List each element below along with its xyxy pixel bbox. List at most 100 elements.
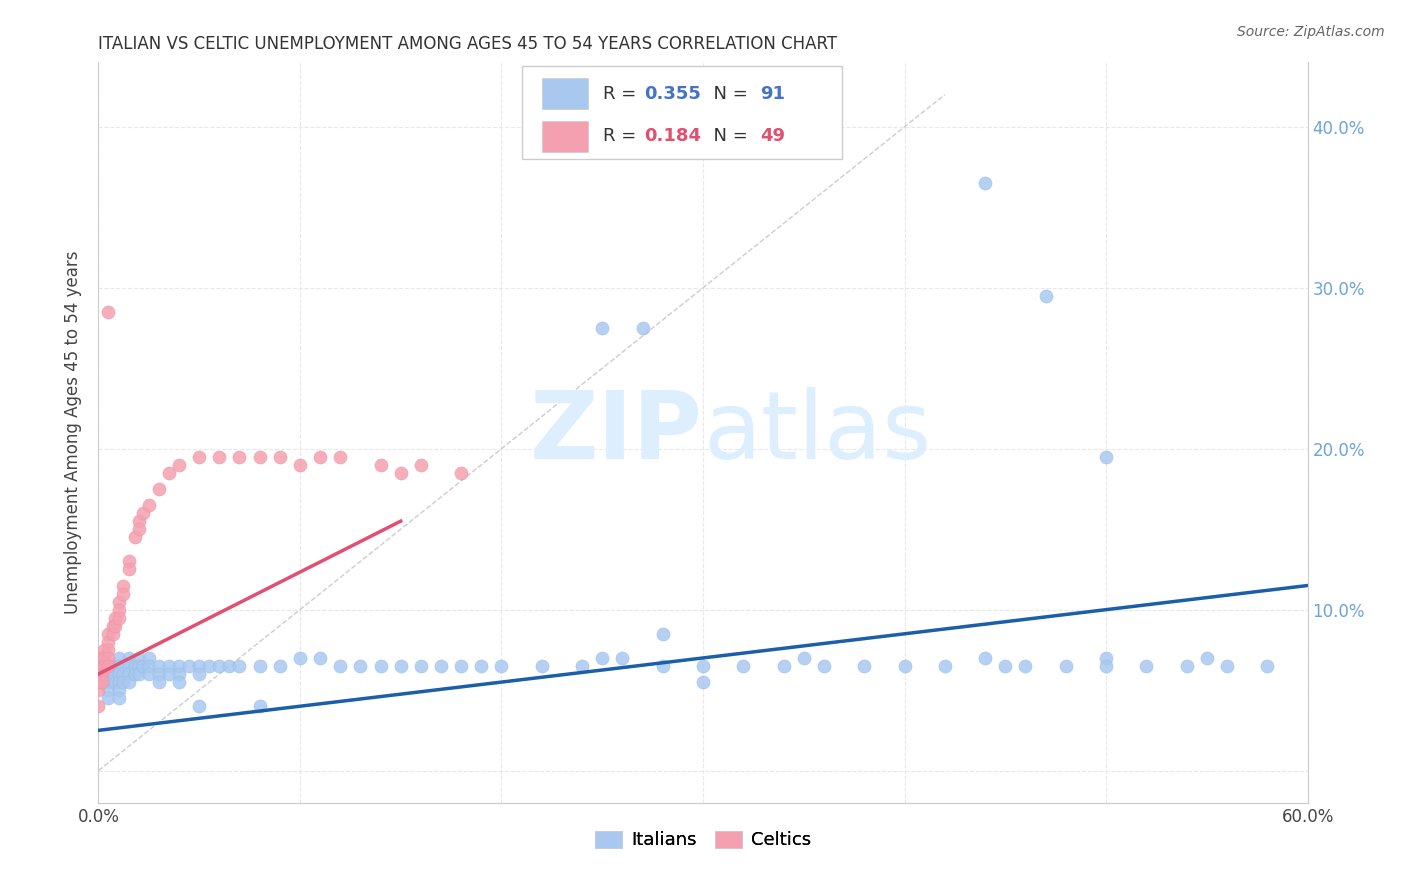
Text: 49: 49 xyxy=(759,128,785,145)
Point xyxy=(107,659,129,673)
Point xyxy=(97,651,120,665)
Point xyxy=(1216,659,1239,673)
Point xyxy=(132,659,155,673)
Point xyxy=(692,675,714,690)
Point xyxy=(97,635,120,649)
Point xyxy=(591,321,613,335)
Point xyxy=(188,450,211,464)
Point xyxy=(107,683,129,698)
Point xyxy=(612,651,634,665)
Point xyxy=(1175,659,1198,673)
Point xyxy=(1095,659,1118,673)
Point xyxy=(101,627,124,641)
Point xyxy=(138,667,160,681)
Point xyxy=(591,651,613,665)
Point xyxy=(148,482,170,496)
Text: 0.355: 0.355 xyxy=(644,85,700,103)
Point xyxy=(450,659,472,673)
Point xyxy=(148,659,170,673)
Point xyxy=(107,602,129,616)
Point xyxy=(128,651,150,665)
Point xyxy=(91,675,114,690)
Point xyxy=(103,610,125,624)
Point xyxy=(208,450,231,464)
Point xyxy=(87,675,110,690)
Point xyxy=(91,667,114,681)
Point xyxy=(269,659,291,673)
Text: N =: N = xyxy=(702,85,754,103)
Point xyxy=(103,659,125,673)
Point xyxy=(148,675,170,690)
Point xyxy=(97,691,120,706)
Point xyxy=(1256,659,1278,673)
Point xyxy=(1014,659,1036,673)
Point xyxy=(97,627,120,641)
Point xyxy=(103,619,125,633)
Point xyxy=(994,659,1017,673)
Point xyxy=(370,659,392,673)
Point xyxy=(249,450,271,464)
Point xyxy=(124,667,146,681)
Point xyxy=(288,651,311,665)
Point xyxy=(793,651,815,665)
Point xyxy=(101,619,124,633)
Point xyxy=(329,450,352,464)
Y-axis label: Unemployment Among Ages 45 to 54 years: Unemployment Among Ages 45 to 54 years xyxy=(65,251,83,615)
Point xyxy=(91,659,114,673)
Point xyxy=(1054,659,1077,673)
Point xyxy=(128,522,150,536)
Point xyxy=(107,594,129,608)
Point xyxy=(179,659,201,673)
Point xyxy=(111,586,134,600)
Point xyxy=(813,659,835,673)
Point xyxy=(87,667,110,681)
Point xyxy=(118,659,141,673)
Point xyxy=(853,659,876,673)
Point xyxy=(97,667,120,681)
Point xyxy=(138,651,160,665)
Point xyxy=(103,667,125,681)
Point xyxy=(111,667,134,681)
Point xyxy=(733,659,755,673)
Legend: Italians, Celtics: Italians, Celtics xyxy=(588,823,818,856)
Point xyxy=(107,691,129,706)
Point xyxy=(772,659,794,673)
Text: 0.184: 0.184 xyxy=(644,128,700,145)
Point xyxy=(103,675,125,690)
Point xyxy=(118,562,141,576)
Point xyxy=(87,683,110,698)
Point xyxy=(974,176,997,190)
Point xyxy=(107,610,129,624)
Text: R =: R = xyxy=(603,128,641,145)
Point xyxy=(188,699,211,714)
Point xyxy=(228,450,250,464)
Point xyxy=(138,498,160,512)
Point xyxy=(430,659,453,673)
Point xyxy=(118,651,141,665)
Text: R =: R = xyxy=(603,85,641,103)
Point xyxy=(974,651,997,665)
Point xyxy=(389,659,412,673)
Point xyxy=(530,659,553,673)
Point xyxy=(157,466,180,480)
Point xyxy=(167,675,190,690)
Point xyxy=(157,667,180,681)
Point xyxy=(107,667,129,681)
Text: N =: N = xyxy=(702,128,754,145)
Point xyxy=(111,659,134,673)
Point xyxy=(124,659,146,673)
Point xyxy=(491,659,513,673)
Point xyxy=(370,458,392,472)
FancyBboxPatch shape xyxy=(543,78,588,109)
Point xyxy=(97,659,120,673)
Point xyxy=(91,651,114,665)
Point xyxy=(249,659,271,673)
Point xyxy=(124,530,146,544)
Point xyxy=(188,659,211,673)
Point xyxy=(107,651,129,665)
Point xyxy=(218,659,240,673)
Point xyxy=(97,683,120,698)
Point xyxy=(208,659,231,673)
Point xyxy=(631,321,654,335)
Point xyxy=(167,667,190,681)
